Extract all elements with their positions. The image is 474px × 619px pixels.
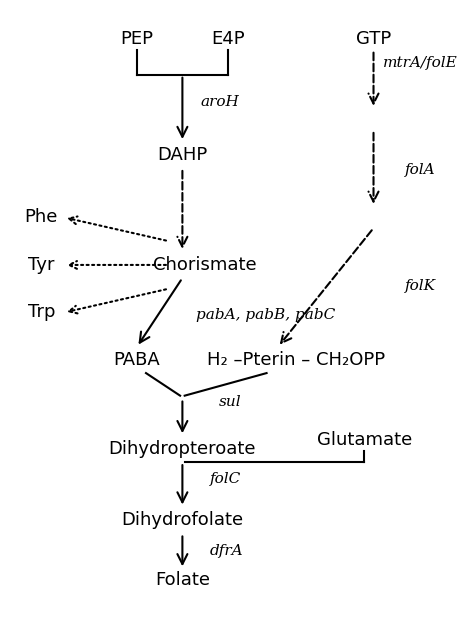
Text: Dihydrofolate: Dihydrofolate [121,511,244,529]
Text: PEP: PEP [120,30,154,48]
Text: DAHP: DAHP [157,146,208,164]
Text: folC: folC [210,472,241,486]
Text: mtrA/folE: mtrA/folE [383,56,457,70]
Text: sul: sul [219,394,241,409]
Text: Trp: Trp [27,303,55,321]
Text: Tyr: Tyr [28,256,55,274]
Text: folK: folK [405,279,437,293]
Text: dfrA: dfrA [210,544,243,558]
Text: GTP: GTP [356,30,391,48]
Text: Chorismate: Chorismate [153,256,257,274]
Text: H₂ –Pterin – CH₂OPP: H₂ –Pterin – CH₂OPP [207,351,385,369]
Text: PABA: PABA [113,351,160,369]
Text: Phe: Phe [25,209,58,227]
Text: folA: folA [405,163,436,177]
Text: aroH: aroH [201,95,239,108]
Text: Folate: Folate [155,571,210,589]
Text: E4P: E4P [211,30,245,48]
Text: Glutamate: Glutamate [317,431,412,449]
Text: Dihydropteroate: Dihydropteroate [109,440,256,458]
Text: pabA, pabB, pabC: pabA, pabB, pabC [196,308,335,322]
